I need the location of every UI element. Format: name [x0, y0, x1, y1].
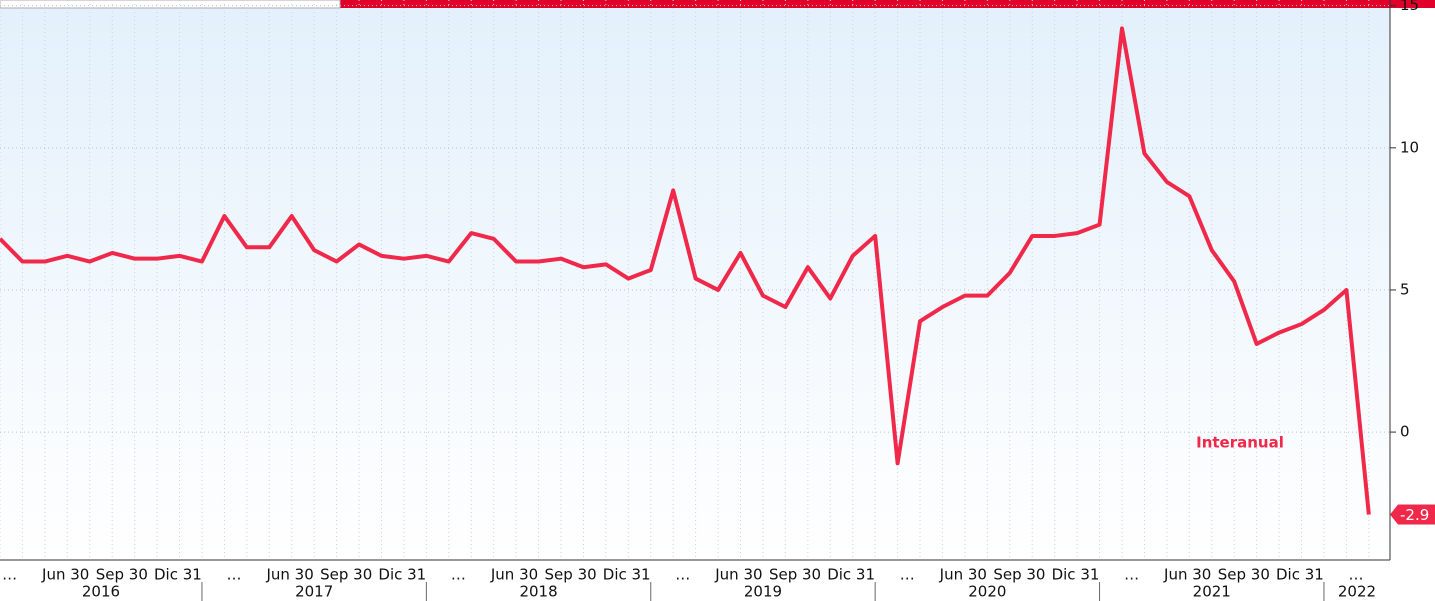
y-tick-label: 5: [1400, 280, 1410, 298]
x-tick-label: …: [675, 566, 690, 584]
x-tick-label: Jun 30: [41, 566, 89, 584]
series-label: Interanual: [1196, 434, 1284, 452]
x-tick-label: Sep 30: [96, 566, 148, 584]
x-tick-label: Dic 31: [1052, 566, 1100, 584]
x-tick-label: …: [2, 566, 17, 584]
year-label: 2017: [295, 583, 333, 601]
x-tick-label: …: [1124, 566, 1139, 584]
year-label: 2021: [1193, 583, 1231, 601]
y-tick-label: 15: [1400, 0, 1419, 14]
x-tick-label: …: [227, 566, 242, 584]
y-tick-label: 0: [1400, 423, 1410, 441]
x-tick-label: …: [1349, 566, 1364, 584]
year-label: 2022: [1338, 583, 1376, 601]
x-tick-label: Sep 30: [769, 566, 821, 584]
y-tick-label: 10: [1400, 138, 1419, 156]
x-tick-label: Dic 31: [154, 566, 202, 584]
x-tick-label: Dic 31: [378, 566, 426, 584]
x-tick-label: Jun 30: [490, 566, 538, 584]
x-tick-label: Dic 31: [827, 566, 875, 584]
year-label: 2016: [82, 583, 120, 601]
x-tick-label: Jun 30: [939, 566, 987, 584]
year-label: 2020: [968, 583, 1006, 601]
year-label: 2018: [519, 583, 557, 601]
x-tick-label: …: [451, 566, 466, 584]
x-tick-label: Sep 30: [993, 566, 1045, 584]
value-tag: [1390, 504, 1435, 525]
x-tick-label: Sep 30: [1218, 566, 1270, 584]
x-tick-label: Sep 30: [320, 566, 372, 584]
x-tick-label: Sep 30: [545, 566, 597, 584]
top-bar: [0, 0, 1435, 8]
top-tab: [0, 0, 341, 9]
series-line: [0, 26, 1371, 515]
x-tick-label: Dic 31: [1276, 566, 1324, 584]
x-tick-label: Jun 30: [1163, 566, 1211, 584]
value-tag-label: -2.9: [1400, 506, 1429, 524]
year-label: 2019: [744, 583, 782, 601]
x-tick-label: Jun 30: [714, 566, 762, 584]
x-tick-label: Dic 31: [603, 566, 651, 584]
x-tick-label: Jun 30: [265, 566, 313, 584]
x-tick-label: …: [900, 566, 915, 584]
